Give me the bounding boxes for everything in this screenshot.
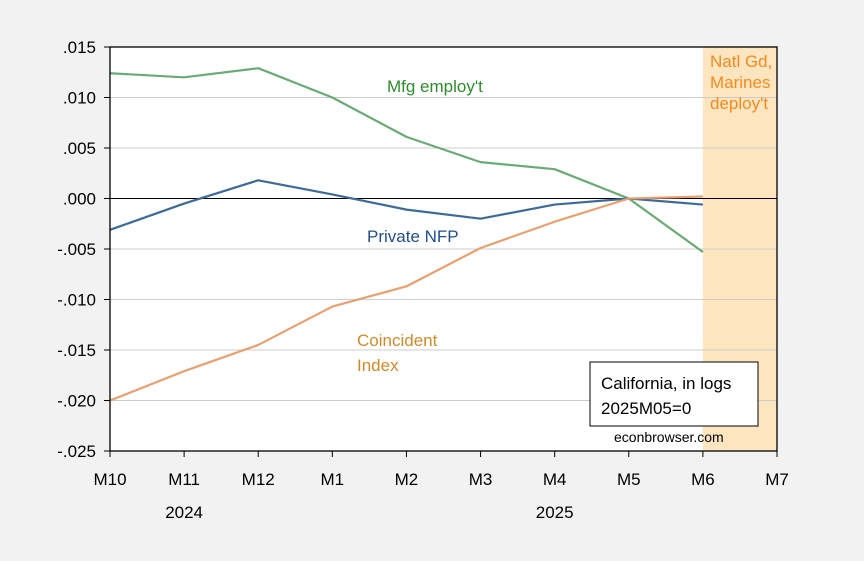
y-tick-label: .015 — [63, 38, 96, 57]
x-tick-label: M3 — [469, 470, 493, 489]
shade-label-line-1: Natl Gd, — [710, 52, 772, 71]
y-tick-label: -.010 — [57, 291, 96, 310]
annotation-line-2: 2025M05=0 — [601, 399, 691, 418]
x-tick-label: M5 — [617, 470, 641, 489]
y-axis: .015 .010 .005 .000 -.005 -.010 -.015 -.020 -.02… — [57, 38, 110, 461]
y-tick-label: -.025 — [57, 442, 96, 461]
annotation-box — [589, 361, 759, 427]
series-line-coincident-index — [109, 195, 703, 402]
y-tick-label: -.020 — [57, 392, 96, 411]
x-tick-label: M10 — [93, 470, 126, 489]
series-label-ci-line-2: Index — [357, 356, 399, 375]
x-tick-label: M2 — [395, 470, 419, 489]
y-tick-label: .010 — [63, 89, 96, 108]
source-label: econbrowser.com — [614, 429, 724, 445]
shade-label-line-3: deploy't — [710, 94, 768, 113]
x-tick-label: M4 — [543, 470, 567, 489]
x-tick-label: M12 — [242, 470, 275, 489]
series-label-mfg: Mfg employ't — [387, 77, 483, 96]
y-tick-label: .000 — [63, 190, 96, 209]
y-tick-label: -.005 — [57, 240, 96, 259]
x-tick-label: M11 — [168, 470, 200, 489]
x-year-label: 2024 — [165, 503, 203, 522]
series-line-private-nfp — [109, 179, 703, 231]
x-year-label: 2025 — [536, 503, 574, 522]
x-tick-label: M6 — [691, 470, 715, 489]
series-lines — [109, 67, 704, 402]
x-tick-label: M7 — [765, 470, 789, 489]
series-line-mfg-employ-t — [109, 67, 704, 253]
y-tick-label: -.015 — [57, 341, 96, 360]
x-tick-label: M1 — [321, 470, 345, 489]
series-label-ci-line-1: Coincident — [357, 331, 438, 350]
y-tick-label: .005 — [63, 139, 96, 158]
annotation-line-1: California, in logs — [601, 374, 731, 393]
shade-label-line-2: Marines — [710, 73, 770, 92]
x-axis: M10 M11 M12 M1 M2 M3 M4 M5 M6 M7 2024 2025 — [93, 451, 789, 522]
series-label-nfp: Private NFP — [367, 227, 459, 246]
